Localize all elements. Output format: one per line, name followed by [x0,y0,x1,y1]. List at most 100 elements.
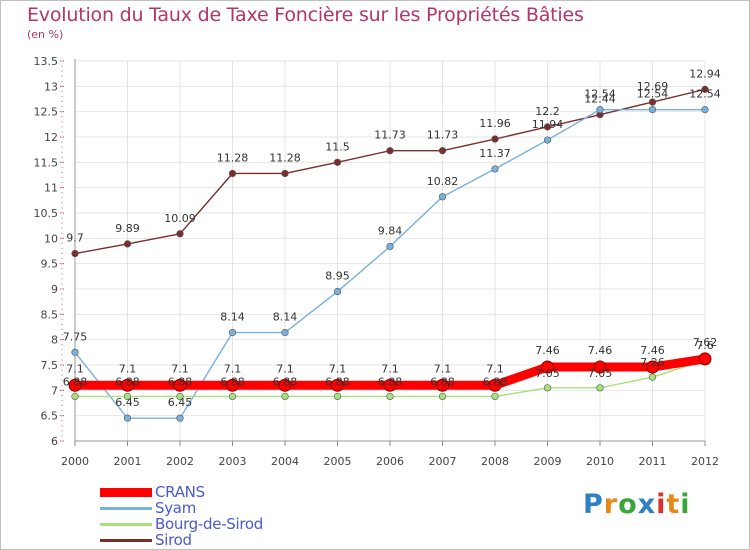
data-point-sirod [333,158,342,166]
data-label-syam: 12.54 [689,88,721,101]
x-tick-label: 2010 [586,455,614,468]
data-label-sirod: 12.44 [584,93,616,106]
x-tick-label: 2009 [534,455,562,468]
data-label-sirod: 11.73 [427,129,459,142]
y-tick-label: 10.5 [34,207,59,220]
data-point-sirod [543,123,552,131]
y-tick-label: 13 [44,80,58,93]
data-label-bourg-de-sirod: 7.05 [535,367,560,380]
x-tick-label: 2004 [271,455,299,468]
chart-title: Evolution du Taux de Taxe Foncière sur l… [27,4,584,26]
data-point-bourg-de-sirod [123,392,132,401]
data-point-syam [123,414,132,422]
data-point-bourg-de-sirod [491,392,499,401]
data-point-bourg-de-sirod [438,392,447,401]
data-label-sirod: 11.96 [479,117,511,130]
data-point-crans [226,378,239,392]
data-point-syam [333,287,342,296]
proxiti-logo-letter: x [637,489,657,520]
data-point-sirod [438,147,447,155]
legend-swatch-crans [100,488,152,497]
x-tick-label: 2001 [114,455,142,468]
proxiti-logo-letter: P [583,489,604,520]
proxiti-logo-letter: i [680,489,691,520]
data-point-syam [491,165,499,173]
data-label-syam: 11.37 [479,147,511,160]
data-point-bourg-de-sirod [596,384,604,392]
data-label-syam: 6.45 [115,396,140,409]
data-label-syam: 8.14 [273,311,298,324]
data-label-syam: 6.45 [168,396,193,409]
data-label-syam: 8.95 [325,270,350,283]
legend-label-bourg-de-sirod: Bourg-de-Sirod [155,515,263,533]
data-point-sirod [123,240,132,248]
data-label-bourg-de-sirod: 6.88 [483,375,508,388]
x-tick-label: 2000 [61,455,89,468]
x-tick-label: 2006 [376,455,404,468]
data-label-bourg-de-sirod: 7.26 [640,356,665,369]
legend-swatch-sirod [100,539,152,542]
legend-label-crans: CRANS [155,483,205,501]
data-label-sirod: 9.7 [66,232,84,245]
data-label-bourg-de-sirod: 6.88 [63,375,88,388]
data-label-bourg-de-sirod: 7.6 [696,339,714,352]
data-point-syam [701,106,709,114]
data-point-crans [593,360,607,374]
x-tick-label: 2012 [691,455,719,468]
data-point-bourg-de-sirod [543,384,552,392]
data-label-crans: 7.1 [119,362,137,375]
data-label-syam: 11.94 [532,118,564,131]
data-label-crans: 7.1 [381,362,399,375]
data-label-bourg-de-sirod: 7.05 [588,367,613,380]
data-point-syam [438,193,447,201]
data-point-bourg-de-sirod [176,392,184,401]
data-label-crans: 7.1 [171,362,189,375]
y-tick-label: 9.5 [41,258,59,271]
data-point-sirod [228,169,237,178]
data-point-sirod [71,249,79,258]
y-tick-label: 11.5 [34,156,59,169]
legend-swatch-syam [100,507,152,510]
data-label-sirod: 11.5 [325,140,350,153]
legend-label-syam: Syam [155,499,197,517]
data-label-syam: 9.84 [378,224,403,237]
data-label-syam: 12.54 [584,88,616,101]
y-tick-label: 12 [44,131,58,144]
data-point-crans [698,352,712,366]
data-label-bourg-de-sirod: 6.88 [220,375,245,388]
data-point-syam [648,106,657,114]
x-tick-label: 2008 [481,455,509,468]
data-label-bourg-de-sirod: 6.88 [115,375,140,388]
data-label-bourg-de-sirod: 6.88 [430,375,455,388]
data-label-crans: 7.1 [329,362,347,375]
data-label-crans: 7.1 [276,362,294,375]
data-point-bourg-de-sirod [386,392,394,401]
data-label-sirod: 12.69 [637,80,669,93]
data-point-bourg-de-sirod [648,373,657,381]
data-label-crans: 7.1 [486,362,504,375]
data-point-crans [436,378,449,392]
y-tick-label: 12.5 [34,106,59,119]
data-label-bourg-de-sirod: 6.88 [273,375,298,388]
y-tick-label: 9 [51,283,58,296]
legend-label-sirod: Sirod [155,531,192,549]
data-label-sirod: 11.73 [374,129,406,142]
data-label-syam: 8.14 [220,311,245,324]
data-point-crans [488,378,502,392]
legend-swatch-bourg-de-sirod [100,523,152,526]
data-point-bourg-de-sirod [228,392,237,401]
y-tick-label: 7 [51,384,58,397]
y-tick-label: 10 [44,232,58,245]
proxiti-logo-letter: o [618,489,638,520]
y-tick-label: 6 [51,435,58,448]
data-point-sirod [491,135,499,143]
data-point-sirod [386,147,394,155]
y-tick-label: 7.5 [41,359,59,372]
data-point-crans [121,378,134,392]
y-tick-label: 11 [44,182,58,195]
data-label-sirod: 10.09 [164,212,196,225]
data-point-crans [68,378,82,392]
data-label-sirod: 11.28 [269,151,301,164]
data-label-crans: 7.1 [66,362,84,375]
